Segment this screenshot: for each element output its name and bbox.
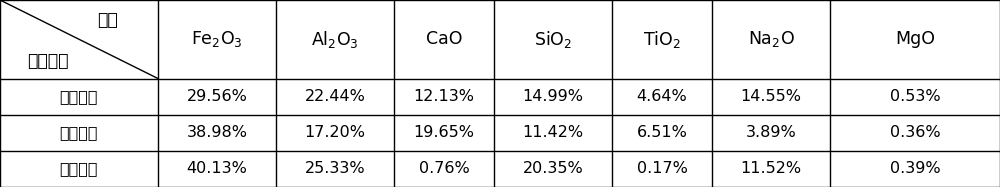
Text: SiO$_2$: SiO$_2$ bbox=[534, 29, 572, 50]
Text: 6.51%: 6.51% bbox=[637, 125, 687, 140]
Text: 3.89%: 3.89% bbox=[746, 125, 796, 140]
Text: 0.39%: 0.39% bbox=[890, 161, 940, 176]
Text: 0.36%: 0.36% bbox=[890, 125, 940, 140]
Text: CaO: CaO bbox=[426, 30, 462, 48]
Text: 29.56%: 29.56% bbox=[187, 89, 247, 104]
Text: TiO$_2$: TiO$_2$ bbox=[643, 29, 681, 50]
Text: 产品来源: 产品来源 bbox=[27, 52, 68, 70]
Text: 成分: 成分 bbox=[97, 11, 118, 29]
Text: 11.52%: 11.52% bbox=[740, 161, 802, 176]
Text: 11.42%: 11.42% bbox=[522, 125, 584, 140]
Text: Fe$_2$O$_3$: Fe$_2$O$_3$ bbox=[191, 29, 243, 49]
Text: 0.17%: 0.17% bbox=[637, 161, 687, 176]
Text: 14.99%: 14.99% bbox=[522, 89, 583, 104]
Text: 广西一号: 广西一号 bbox=[60, 89, 98, 104]
Text: 0.53%: 0.53% bbox=[890, 89, 940, 104]
Text: 40.13%: 40.13% bbox=[187, 161, 247, 176]
Text: MgO: MgO bbox=[895, 30, 935, 48]
Text: 22.44%: 22.44% bbox=[305, 89, 365, 104]
Text: 17.20%: 17.20% bbox=[304, 125, 366, 140]
Text: 25.33%: 25.33% bbox=[305, 161, 365, 176]
Text: Na$_2$O: Na$_2$O bbox=[748, 29, 794, 49]
Text: 广西二号: 广西二号 bbox=[60, 125, 98, 140]
Text: 12.13%: 12.13% bbox=[414, 89, 475, 104]
Text: 0.76%: 0.76% bbox=[419, 161, 469, 176]
Text: 4.64%: 4.64% bbox=[637, 89, 687, 104]
Text: Al$_2$O$_3$: Al$_2$O$_3$ bbox=[311, 29, 359, 50]
Text: 14.55%: 14.55% bbox=[740, 89, 801, 104]
Text: 山东赤泥: 山东赤泥 bbox=[60, 161, 98, 176]
Text: 38.98%: 38.98% bbox=[187, 125, 248, 140]
Text: 20.35%: 20.35% bbox=[523, 161, 583, 176]
Text: 19.65%: 19.65% bbox=[414, 125, 475, 140]
